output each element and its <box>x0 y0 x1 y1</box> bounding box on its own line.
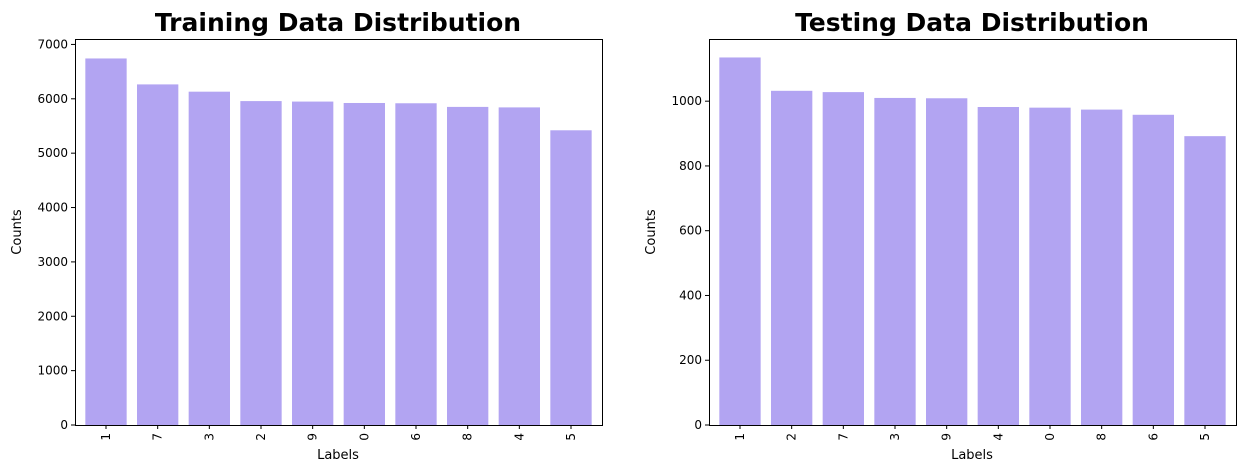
testing-distribution-chart: Testing Data Distribution Labels Counts … <box>644 8 1237 463</box>
x-tick-label: 0 <box>357 433 371 441</box>
y-tick-label: 6000 <box>37 92 68 106</box>
x-tick-label: 4 <box>512 433 526 441</box>
x-tick-label: 7 <box>151 433 165 441</box>
x-tick-label: 4 <box>991 433 1005 441</box>
bar-7 <box>822 92 864 426</box>
x-tick-label: 6 <box>1146 433 1160 441</box>
x-tick-label: 7 <box>836 433 850 441</box>
x-tick-label: 3 <box>888 433 902 441</box>
y-tick-label: 600 <box>679 224 702 238</box>
x-tick-label: 5 <box>1198 433 1212 441</box>
x-tick-label: 9 <box>940 433 954 441</box>
x-tick-label: 5 <box>564 433 578 441</box>
bar-9 <box>292 101 334 425</box>
bar-2 <box>240 101 282 425</box>
y-axis-label: Counts <box>10 209 25 255</box>
chart-title: Testing Data Distribution <box>795 8 1149 37</box>
bar-0 <box>1029 107 1071 426</box>
y-tick-label: 5000 <box>37 146 68 160</box>
x-tick-label: 6 <box>409 433 423 441</box>
x-tick-label: 1 <box>733 433 747 441</box>
y-tick-label: 800 <box>679 159 702 173</box>
chart-title: Training Data Distribution <box>155 8 521 37</box>
plot-frame <box>75 39 603 426</box>
bar-7 <box>137 84 179 426</box>
y-tick-label: 2000 <box>37 309 68 323</box>
x-tick-label: 1 <box>99 433 113 441</box>
x-tick-label: 3 <box>202 433 216 441</box>
bar-4 <box>977 107 1019 425</box>
bar-1 <box>85 58 127 426</box>
plot-frame <box>709 39 1237 426</box>
bar-1 <box>719 57 761 426</box>
bar-5 <box>550 130 592 425</box>
x-axis-label: Labels <box>951 448 993 463</box>
bar-4 <box>498 107 540 425</box>
bar-2 <box>771 90 813 425</box>
bar-3 <box>874 97 916 425</box>
x-tick-label: 2 <box>254 433 268 441</box>
bar-6 <box>395 103 437 425</box>
y-tick-label: 4000 <box>37 201 68 215</box>
y-tick-label: 0 <box>694 418 702 432</box>
training-distribution-chart: Training Data Distribution Labels Counts… <box>10 8 603 463</box>
bar-9 <box>926 98 968 425</box>
bar-8 <box>1081 109 1123 425</box>
bar-6 <box>1132 114 1174 425</box>
y-tick-label: 7000 <box>37 37 68 51</box>
y-tick-label: 0 <box>60 418 68 432</box>
bar-0 <box>343 102 385 426</box>
x-tick-label: 9 <box>306 433 320 441</box>
x-tick-label: 8 <box>461 433 475 441</box>
bar-8 <box>447 106 489 426</box>
y-axis-label: Counts <box>644 209 659 255</box>
y-tick-label: 3000 <box>37 255 68 269</box>
x-tick-label: 8 <box>1095 433 1109 441</box>
y-tick-label: 1000 <box>671 94 702 108</box>
x-tick-label: 2 <box>785 433 799 441</box>
bar-5 <box>1184 136 1226 425</box>
y-tick-label: 400 <box>679 288 702 302</box>
x-tick-label: 0 <box>1043 433 1057 441</box>
x-axis-label: Labels <box>317 448 359 463</box>
y-tick-label: 1000 <box>37 364 68 378</box>
bar-3 <box>188 91 230 426</box>
y-tick-label: 200 <box>679 353 702 367</box>
